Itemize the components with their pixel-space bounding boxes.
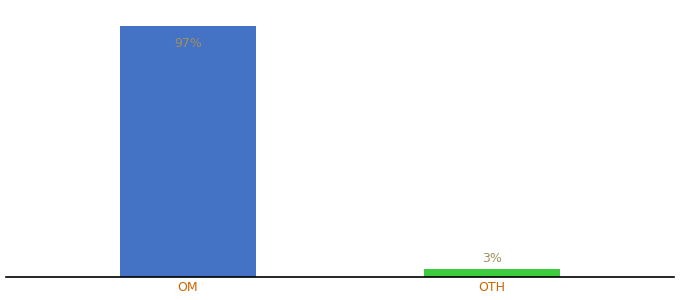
Text: 3%: 3% [482,252,502,265]
Text: 97%: 97% [174,37,202,50]
Bar [120,26,256,277]
Bar [424,269,560,277]
